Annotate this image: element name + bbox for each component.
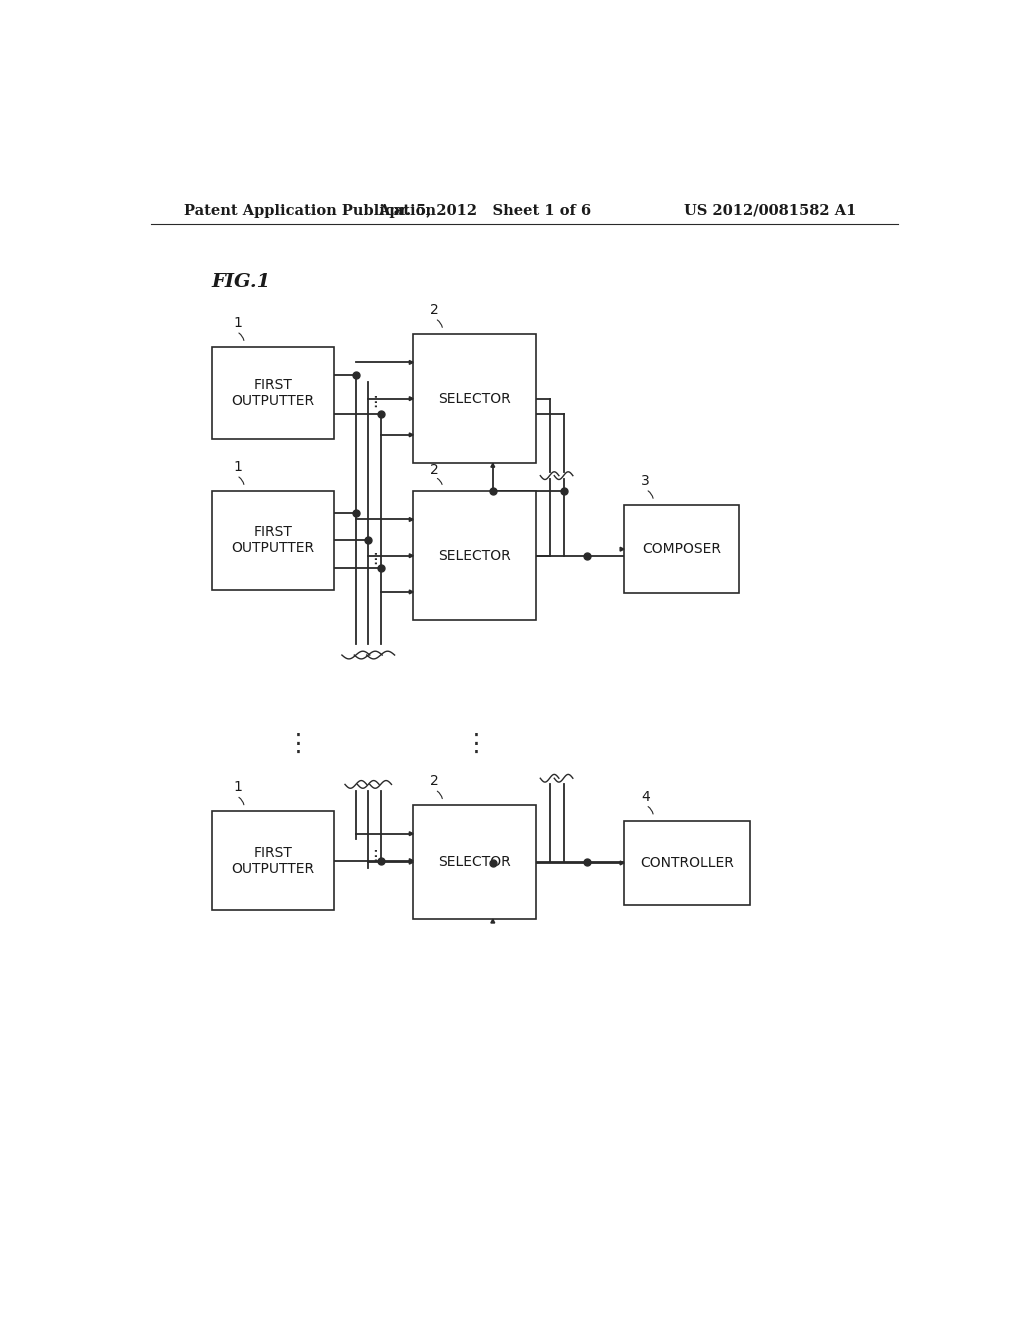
Text: 4: 4 [641, 789, 650, 804]
Text: 1: 1 [233, 315, 243, 330]
Polygon shape [621, 548, 624, 552]
Bar [624, 506, 738, 594]
Polygon shape [410, 517, 414, 521]
Polygon shape [410, 861, 414, 865]
Text: Apr. 5, 2012   Sheet 1 of 6: Apr. 5, 2012 Sheet 1 of 6 [378, 203, 591, 218]
Text: FIG.1: FIG.1 [212, 273, 271, 290]
Text: Patent Application Publication: Patent Application Publication [183, 203, 436, 218]
Bar [414, 805, 536, 919]
Bar [212, 347, 334, 440]
Polygon shape [490, 919, 495, 923]
Polygon shape [410, 433, 414, 437]
Text: 2: 2 [430, 304, 439, 317]
Text: 2: 2 [430, 463, 439, 477]
Text: 3: 3 [641, 474, 650, 488]
Text: ...: ... [362, 391, 380, 407]
Polygon shape [410, 554, 414, 557]
Text: ...: ... [362, 548, 380, 564]
Text: US 2012/0081582 A1: US 2012/0081582 A1 [684, 203, 856, 218]
Text: ...: ... [362, 845, 380, 861]
Polygon shape [490, 463, 495, 467]
Text: 2: 2 [430, 774, 439, 788]
Bar [624, 821, 750, 906]
Polygon shape [410, 590, 414, 594]
Text: CONTROLLER: CONTROLLER [640, 855, 734, 870]
Bar [414, 334, 536, 463]
Text: 1: 1 [233, 780, 243, 795]
Polygon shape [410, 360, 414, 364]
Polygon shape [410, 397, 414, 400]
Text: 1: 1 [233, 461, 243, 474]
Text: FIRST
OUTPUTTER: FIRST OUTPUTTER [231, 525, 314, 556]
Text: ⋮: ⋮ [286, 731, 311, 755]
Bar [212, 812, 334, 909]
Text: SELECTOR: SELECTOR [438, 855, 511, 869]
Text: FIRST
OUTPUTTER: FIRST OUTPUTTER [231, 846, 314, 875]
Text: SELECTOR: SELECTOR [438, 392, 511, 405]
Text: FIRST
OUTPUTTER: FIRST OUTPUTTER [231, 378, 314, 408]
Polygon shape [410, 832, 414, 836]
Polygon shape [621, 861, 624, 865]
Text: SELECTOR: SELECTOR [438, 549, 511, 562]
Bar [212, 491, 334, 590]
Polygon shape [410, 859, 414, 862]
Text: ⋮: ⋮ [464, 731, 489, 755]
Bar [414, 491, 536, 620]
Text: COMPOSER: COMPOSER [642, 543, 721, 556]
